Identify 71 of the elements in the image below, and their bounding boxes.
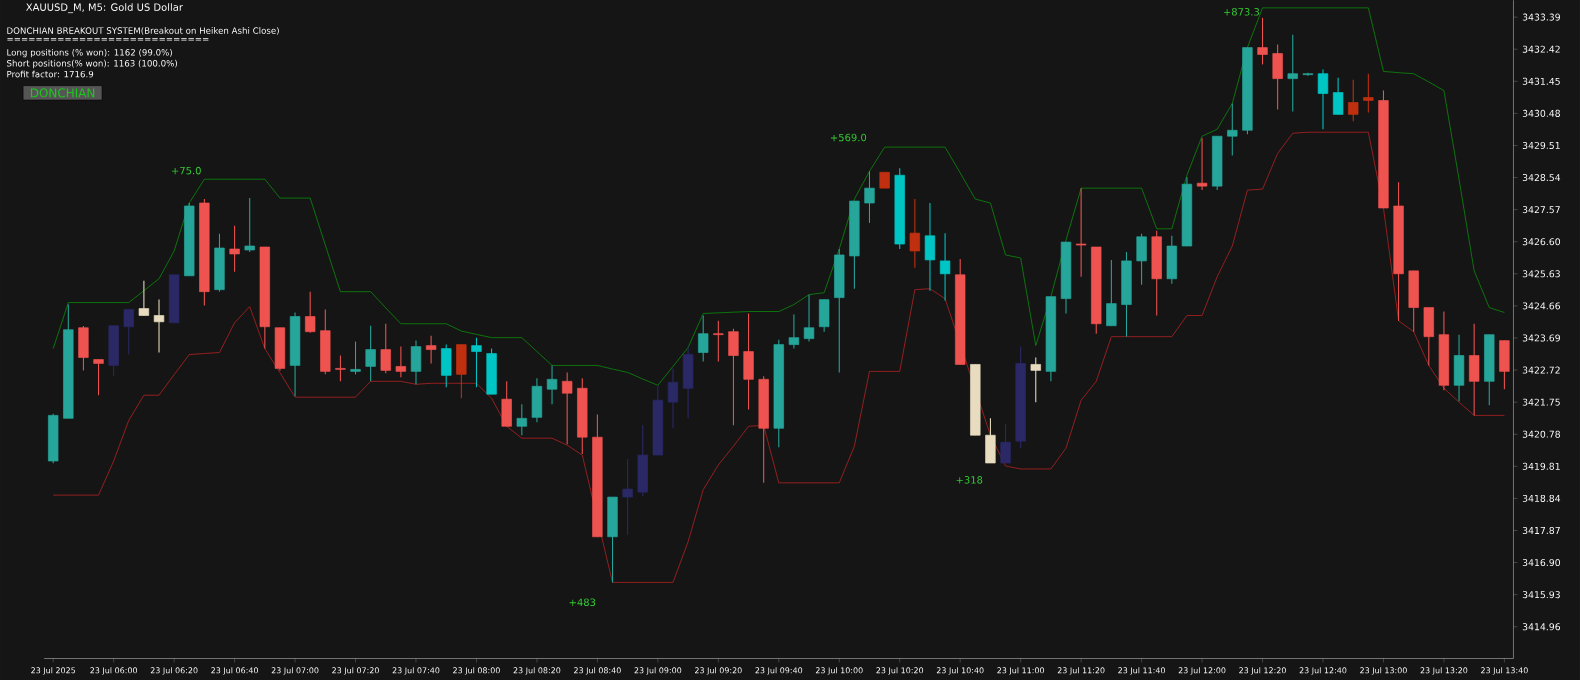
y-tick-label: 3425.63: [1522, 270, 1560, 278]
candlestick: [864, 170, 875, 224]
candlestick: [1257, 17, 1268, 65]
candlestick: [803, 293, 815, 342]
annotation: +873.3: [1223, 7, 1260, 16]
candlestick: [138, 280, 150, 316]
candlestick: [1317, 68, 1329, 130]
candlestick: [153, 298, 165, 353]
y-tick-label: 3419.81: [1522, 462, 1560, 470]
annotation: DONCHIAN: [30, 88, 95, 98]
chart-title: XAUUSD_M, M5: Gold US Dollar: [26, 2, 183, 13]
candlestick: [1227, 102, 1238, 156]
candlestick: [93, 358, 104, 396]
y-tick-label: 3427.57: [1522, 205, 1560, 213]
y-tick-label: 3417.87: [1522, 526, 1560, 534]
candlestick: [1196, 137, 1208, 191]
candlestick: [728, 327, 739, 426]
candlestick: [395, 345, 407, 378]
candlestick: [1287, 33, 1298, 112]
candlestick: [1030, 356, 1041, 403]
annotation: Long positions (% won): 1162 (99.0%): [7, 48, 172, 58]
candlestick: [788, 313, 800, 349]
y-tick-label: 3432.42: [1522, 45, 1560, 53]
y-tick-label: 3428.54: [1522, 173, 1561, 181]
annotation: +75.0: [172, 166, 201, 175]
y-tick-label: 3424.66: [1522, 302, 1561, 310]
annotation: DONCHIAN BREAKOUT SYSTEM(Breakout on Heiken Ashi Close): [7, 26, 279, 35]
candlestick: [425, 334, 437, 364]
candlestick: [667, 367, 679, 429]
candlestick: [1000, 423, 1011, 464]
candlestick: [229, 225, 240, 273]
y-tick-label: 3418.84: [1522, 494, 1561, 502]
y-tick-label: 3423.69: [1522, 334, 1560, 342]
annotation: +483: [569, 598, 596, 606]
y-tick-label: 3414.96: [1522, 623, 1561, 631]
candlestick: [380, 323, 391, 374]
candlestick: [713, 320, 724, 362]
candlestick: [909, 198, 921, 269]
candlestick: [1106, 259, 1117, 327]
candlestick: [244, 197, 255, 253]
y-tick-label: 3415.93: [1522, 590, 1560, 598]
y-tick-label: 3416.90: [1522, 558, 1560, 566]
candlestick: [546, 364, 558, 405]
y-tick-label: 3429.51: [1522, 141, 1560, 149]
y-tick-label: 3433.39: [1522, 13, 1560, 21]
candlestick: [1332, 76, 1344, 115]
y-tick-label: 3421.75: [1522, 398, 1560, 406]
y-tick-label: 3420.78: [1522, 430, 1560, 438]
y-tick-label: 3426.60: [1522, 237, 1560, 246]
annotation: +318: [956, 475, 983, 484]
y-tick-label: 3422.72: [1522, 366, 1560, 374]
candlestick: [1348, 78, 1359, 122]
candlestick: [561, 371, 573, 445]
candlestick: [516, 403, 527, 436]
candlestick: [1075, 187, 1087, 278]
candlestick: [698, 314, 709, 362]
candlestick: [335, 354, 346, 382]
y-tick-label: 3431.45: [1522, 77, 1560, 85]
annotation: ============================: [7, 37, 209, 41]
annotation: Profit factor: 1716.9: [7, 70, 94, 78]
y-tick-label: 3430.48: [1522, 109, 1560, 117]
candlestick: [622, 458, 633, 536]
annotation: Short positions(% won): 1163 (100.0%): [7, 59, 177, 68]
candlestick: [123, 308, 134, 355]
candlestick: [471, 336, 482, 388]
candlestick: [350, 340, 361, 375]
candlestick: [939, 232, 951, 301]
candlestick: [1363, 72, 1374, 113]
candlestick: [365, 324, 376, 382]
candlestick: [305, 290, 316, 333]
annotation: +569.0: [830, 133, 867, 142]
